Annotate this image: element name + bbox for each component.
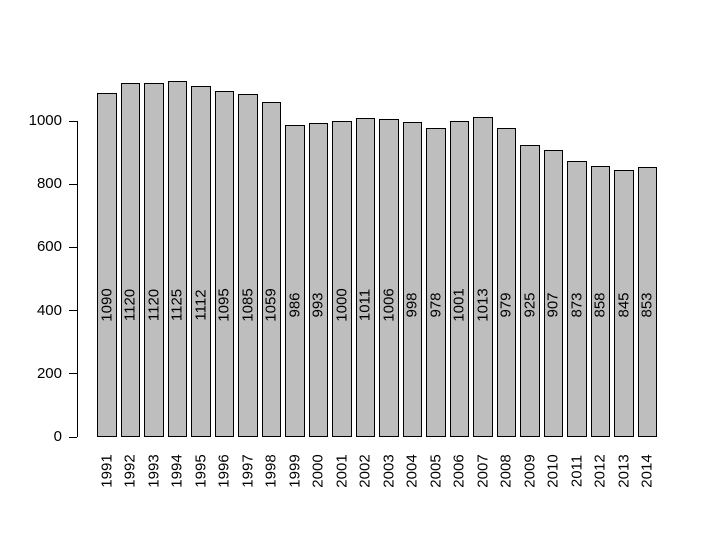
bar-1999 bbox=[285, 125, 305, 437]
bar-value-label-1994: 1125 bbox=[168, 288, 186, 322]
bar-2001 bbox=[332, 121, 352, 437]
x-tick-label-2003: 2003 bbox=[380, 454, 398, 488]
bar-2002 bbox=[355, 118, 375, 437]
x-tick-label-1994: 1994 bbox=[168, 454, 186, 488]
bar-2010 bbox=[543, 150, 563, 437]
y-tick-label-200: 200 bbox=[36, 364, 62, 382]
y-tick-400 bbox=[69, 310, 77, 312]
bar-value-label-2008: 979 bbox=[497, 292, 515, 318]
y-tick-label-600: 600 bbox=[36, 238, 62, 256]
y-tick-800 bbox=[69, 183, 77, 185]
bar-2011 bbox=[567, 161, 587, 437]
x-tick-label-2000: 2000 bbox=[309, 454, 327, 488]
bar-value-label-2011: 873 bbox=[568, 292, 586, 318]
bar-value-label-2001: 1000 bbox=[333, 288, 351, 322]
bar-value-label-2007: 1013 bbox=[474, 288, 492, 322]
bar-value-label-2013: 845 bbox=[615, 292, 633, 318]
x-tick-label-1995: 1995 bbox=[192, 454, 210, 488]
x-tick-label-2007: 2007 bbox=[474, 454, 492, 488]
x-tick-label-1996: 1996 bbox=[215, 454, 233, 488]
bar-value-label-1991: 1090 bbox=[98, 288, 116, 322]
bar-1997 bbox=[238, 94, 258, 437]
bar-value-label-1992: 1120 bbox=[121, 288, 139, 322]
x-tick-label-2004: 2004 bbox=[403, 454, 421, 488]
bar-value-label-1993: 1120 bbox=[145, 288, 163, 322]
x-tick-label-1992: 1992 bbox=[121, 454, 139, 488]
bar-value-label-2003: 1006 bbox=[380, 288, 398, 322]
x-tick-label-1999: 1999 bbox=[286, 454, 304, 488]
bar-value-label-1998: 1059 bbox=[262, 288, 280, 322]
bar-value-label-2006: 1001 bbox=[450, 288, 468, 322]
bar-value-label-1997: 1085 bbox=[239, 288, 257, 322]
y-axis-line bbox=[77, 121, 78, 437]
bar-value-label-2002: 1011 bbox=[356, 288, 374, 322]
bar-2013 bbox=[614, 170, 634, 437]
bar-1995 bbox=[191, 86, 211, 437]
bar-2003 bbox=[379, 119, 399, 437]
x-tick-label-1998: 1998 bbox=[262, 454, 280, 488]
bar-1991 bbox=[97, 93, 117, 437]
y-tick-label-1000: 1000 bbox=[28, 112, 62, 129]
x-tick-label-2009: 2009 bbox=[521, 454, 539, 488]
bar-2009 bbox=[520, 145, 540, 437]
bar-value-label-1999: 986 bbox=[286, 292, 304, 318]
x-tick-label-2010: 2010 bbox=[544, 454, 562, 488]
bar-1992 bbox=[120, 83, 140, 437]
bar-2014 bbox=[637, 167, 657, 437]
x-tick-label-1991: 1991 bbox=[98, 454, 116, 488]
x-tick-label-1997: 1997 bbox=[239, 454, 257, 488]
bar-2006 bbox=[449, 121, 469, 437]
bar-2004 bbox=[402, 122, 422, 437]
bar-1998 bbox=[261, 102, 281, 437]
bar-value-label-2012: 858 bbox=[591, 292, 609, 318]
bar-value-label-1996: 1095 bbox=[215, 288, 233, 322]
bar-value-label-1995: 1112 bbox=[192, 289, 210, 321]
x-tick-label-2006: 2006 bbox=[450, 454, 468, 488]
x-tick-label-2008: 2008 bbox=[497, 454, 515, 488]
x-tick-label-2014: 2014 bbox=[638, 454, 656, 488]
y-tick-600 bbox=[69, 246, 77, 248]
y-tick-0 bbox=[69, 436, 77, 438]
x-tick-label-2002: 2002 bbox=[356, 454, 374, 488]
bar-1994 bbox=[167, 81, 187, 437]
x-tick-label-2011: 2011 bbox=[568, 454, 586, 488]
bar-2012 bbox=[590, 166, 610, 437]
bar-value-label-2000: 993 bbox=[309, 292, 327, 318]
y-tick-label-400: 400 bbox=[36, 301, 62, 319]
bar-2008 bbox=[496, 128, 516, 437]
x-tick-label-2001: 2001 bbox=[333, 454, 351, 488]
bar-value-label-2005: 978 bbox=[427, 292, 445, 318]
bar-2000 bbox=[308, 123, 328, 437]
bar-2007 bbox=[473, 117, 493, 437]
x-tick-label-2012: 2012 bbox=[591, 454, 609, 488]
bar-value-label-2014: 853 bbox=[638, 292, 656, 318]
y-tick-label-0: 0 bbox=[53, 428, 62, 445]
y-tick-200 bbox=[69, 373, 77, 375]
y-tick-label-800: 800 bbox=[36, 175, 62, 193]
bar-1996 bbox=[214, 91, 234, 437]
y-tick-1000 bbox=[69, 120, 77, 122]
bar-value-label-2009: 925 bbox=[521, 292, 539, 318]
bar-2005 bbox=[426, 128, 446, 437]
x-tick-label-2013: 2013 bbox=[615, 454, 633, 488]
x-tick-label-1993: 1993 bbox=[145, 454, 163, 488]
bar-value-label-2004: 998 bbox=[403, 292, 421, 318]
bar-value-label-2010: 907 bbox=[544, 292, 562, 318]
x-tick-label-2005: 2005 bbox=[427, 454, 445, 488]
bar-1993 bbox=[144, 83, 164, 437]
